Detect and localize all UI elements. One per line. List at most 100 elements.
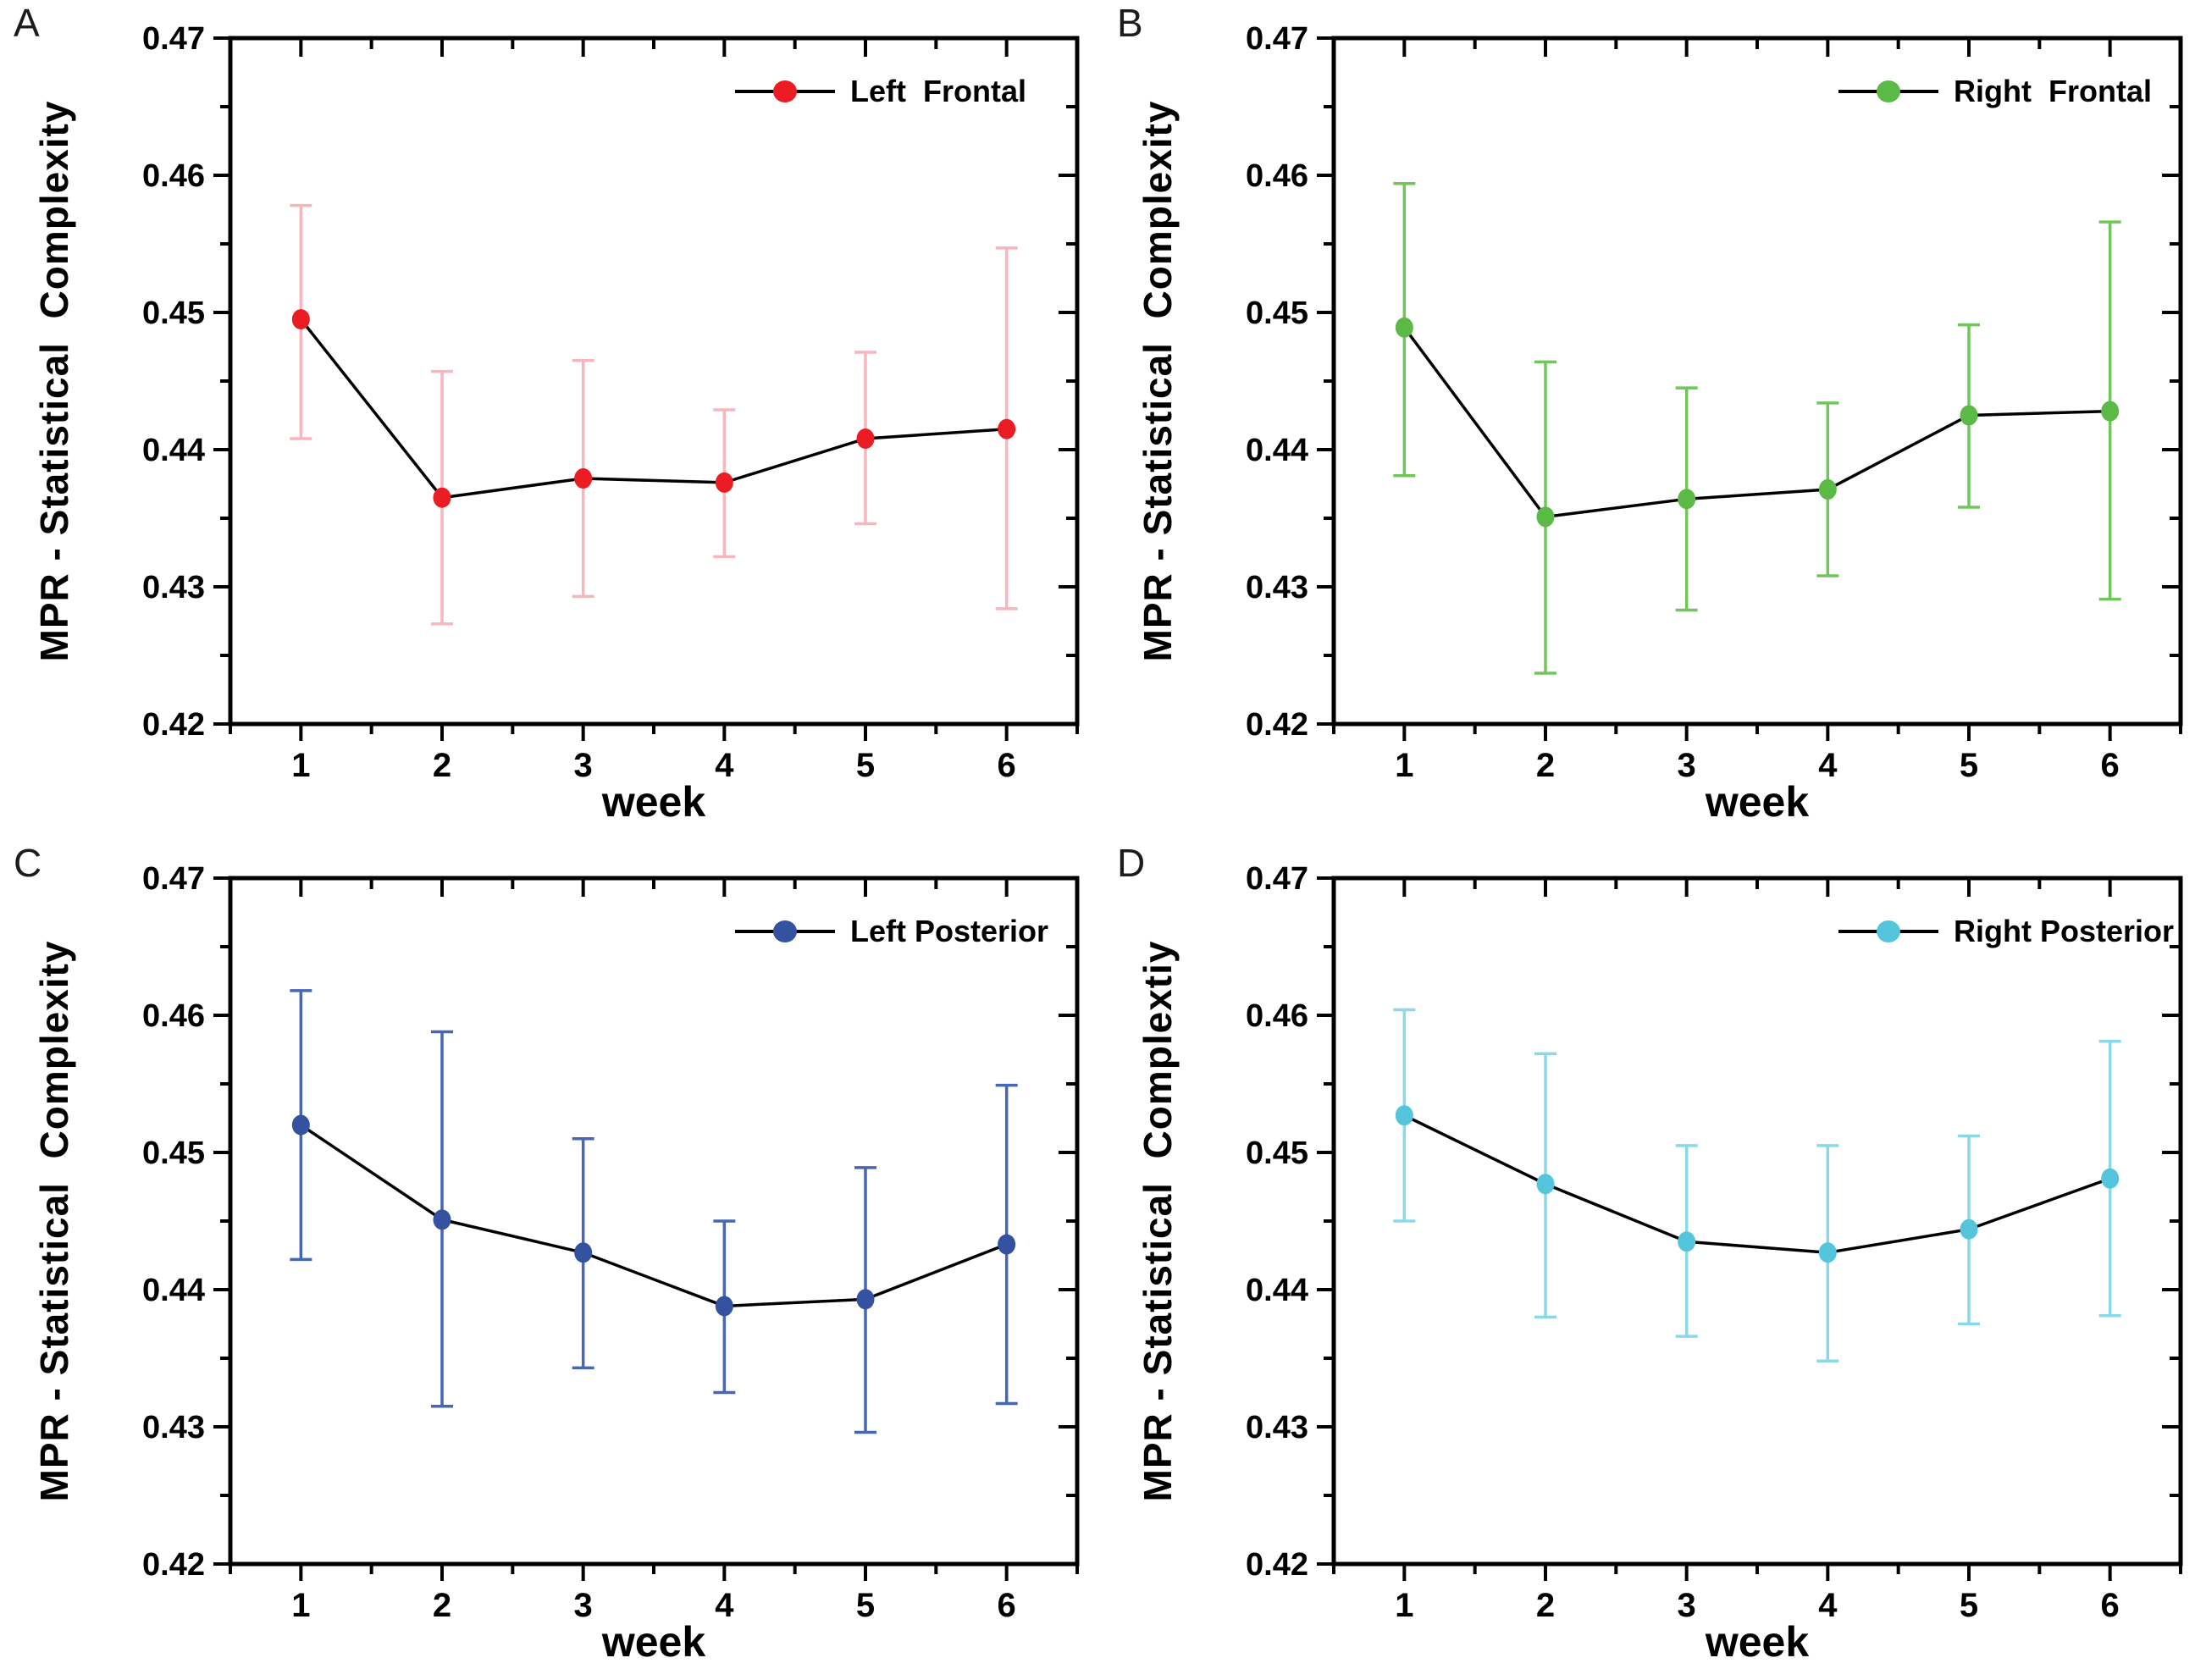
x-axis-title: week [1705,778,1810,826]
plot-area: 0.42 0.43 0.44 0.45 0.46 0.47 1 2 3 4 5 6 [1246,861,2183,1624]
y-tick-label: 0.47 [142,21,205,57]
data-point-marker [1678,489,1696,510]
legend: Right Frontal [1838,76,2152,107]
legend-line [735,80,835,102]
x-tick-label: 3 [1678,747,1696,784]
x-axis-title: week [1705,1618,1810,1666]
y-tick-label: 0.42 [1246,707,1308,743]
data-point-marker [1536,1174,1555,1195]
panel-label: A [14,1,40,45]
x-tick-label: 5 [856,1587,875,1624]
y-tick-label: 0.46 [142,158,205,194]
x-tick-label: 6 [998,747,1016,784]
panel-right-frontal: B MPR - Statistical Complexity 0.42 0.43 0… [1103,0,2206,840]
legend-label: Left Posterior [850,914,1049,948]
data-point-marker [574,1242,593,1263]
legend-label: Left Frontal [850,74,1026,108]
legend-label: Right Posterior [1954,914,2175,948]
x-tick-label: 6 [2101,747,2120,784]
y-tick-label: 0.44 [1246,433,1308,468]
data-point-marker [1395,317,1413,338]
y-tick-label: 0.45 [1246,296,1308,331]
x-tick-label: 1 [1395,747,1413,784]
x-tick-label: 2 [1536,747,1555,784]
data-point-marker [998,418,1016,439]
x-tick-label: 4 [715,747,734,784]
y-tick-label: 0.42 [1246,1547,1308,1583]
data-point-marker [574,468,593,489]
data-point-marker [1395,1105,1413,1126]
y-tick-label: 0.45 [1246,1136,1308,1171]
y-tick-label: 0.47 [142,861,205,897]
legend-label: Right Frontal [1954,74,2152,108]
x-tick-label: 2 [433,1587,451,1624]
x-tick-label: 1 [291,1587,310,1624]
y-tick-label: 0.43 [1246,570,1308,605]
axes-frame [1331,876,2183,1567]
y-tick-label: 0.44 [142,433,205,468]
y-tick-label: 0.46 [142,998,205,1034]
panel-left-frontal: A MPR - Statistical Complexity 0.42 0.43 0… [0,0,1103,840]
y-axis-title: MPR - Statistical Complexity [32,940,76,1502]
legend: Right Posterior [1838,916,2174,947]
legend-line [1838,80,1938,102]
y-tick-label: 0.45 [142,296,205,331]
x-tick-label: 2 [1536,1587,1555,1624]
y-tick-label: 0.44 [142,1273,205,1308]
data-point-marker [1818,478,1837,500]
data-point-marker [1960,405,1978,426]
data-point-marker [715,472,733,493]
y-axis-title: MPR - Statistical Complexity [32,100,76,662]
series-line [300,1124,1008,1308]
y-tick-label: 0.46 [1246,158,1308,194]
plot-area: 0.42 0.43 0.44 0.45 0.46 0.47 1 2 3 4 5 6 [142,21,1080,784]
x-tick-label: 6 [998,1587,1016,1624]
x-tick-label: 3 [574,1587,593,1624]
y-tick-label: 0.47 [1246,861,1308,897]
legend-line [735,920,835,942]
data-point-marker [2101,1168,2120,1189]
data-point-marker [291,309,310,330]
legend-marker-icon [1877,920,1900,942]
panel-label: D [1117,841,1146,885]
x-tick-label: 1 [1395,1587,1413,1624]
y-axis-title: MPR - Statistical Complextiy [1136,940,1180,1502]
y-tick-label: 0.43 [142,570,205,605]
data-point-marker [1536,506,1555,528]
legend-marker-icon [773,80,797,102]
y-tick-label: 0.43 [1246,1410,1308,1445]
x-tick-label: 1 [291,747,310,784]
axes-frame [1331,36,2183,727]
y-tick-label: 0.45 [142,1136,205,1171]
x-tick-label: 5 [856,747,875,784]
axes-frame [228,876,1080,1567]
axes-frame [228,36,1080,727]
data-point-marker [1818,1242,1837,1263]
y-tick-label: 0.43 [142,1410,205,1445]
panel-right-posterior: D MPR - Statistical Complextiy 0.42 0.43 0… [1103,840,2206,1680]
y-tick-label: 0.44 [1246,1273,1308,1308]
x-tick-label: 2 [433,747,451,784]
x-tick-label: 4 [1818,1587,1838,1624]
x-tick-label: 3 [1678,1587,1696,1624]
series-line [299,318,1007,500]
legend: Left Frontal [735,76,1026,107]
data-point-marker [291,1114,310,1136]
series-line [1403,1114,2111,1255]
y-tick-label: 0.47 [1246,21,1308,57]
x-tick-label: 4 [1818,747,1838,784]
data-point-marker [715,1296,733,1317]
data-point-marker [998,1234,1016,1255]
y-axis-title: MPR - Statistical Complexity [1136,100,1180,662]
data-point-marker [2101,401,2120,422]
data-point-marker [433,1209,451,1230]
legend-marker-icon [773,920,797,942]
panel-left-posterior: C MPR - Statistical Complexity 0.42 0.43 0… [0,840,1103,1680]
x-axis-title: week [601,1618,706,1666]
x-tick-label: 5 [1960,747,1978,784]
x-tick-label: 6 [2101,1587,2120,1624]
data-point-marker [1678,1231,1696,1252]
legend-marker-icon [1877,80,1900,102]
x-tick-label: 3 [574,747,593,784]
